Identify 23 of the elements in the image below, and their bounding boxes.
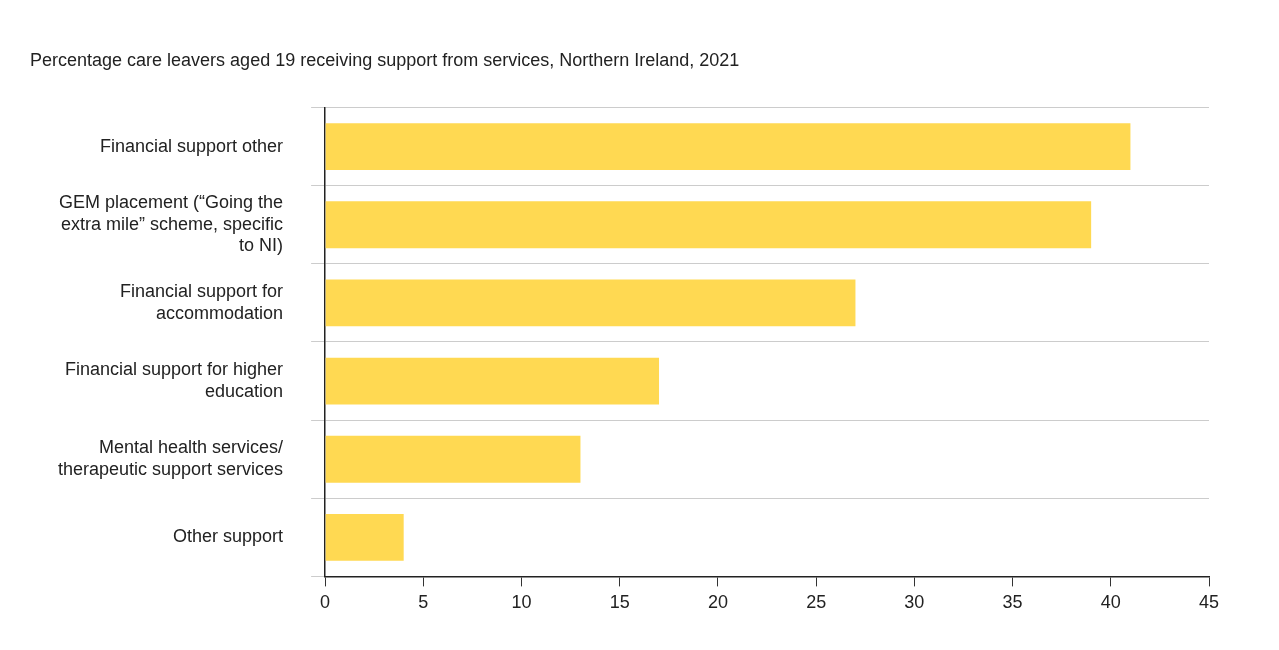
bar	[325, 357, 660, 405]
chart-title: Percentage care leavers aged 19 receiving support from services, Northern Ireland, 2021	[30, 49, 740, 70]
bar	[325, 513, 404, 561]
x-tick-label: 0	[320, 592, 331, 613]
x-tick-label: 5	[418, 592, 429, 613]
x-tick-label: 25	[806, 592, 827, 613]
x-tick-label: 30	[904, 592, 925, 613]
y-tick-label: Mental health services/ therapeutic support services	[57, 437, 284, 479]
y-tick-label: Financial support for accommodation	[120, 281, 284, 323]
y-tick-label: Financial support for higher education	[64, 359, 284, 401]
bar	[325, 435, 581, 483]
x-tick-label: 40	[1100, 592, 1121, 613]
x-tick-label: 35	[1002, 592, 1023, 613]
bar	[325, 201, 1092, 249]
y-tick-label: Financial support other	[100, 135, 284, 156]
bar	[325, 123, 1131, 171]
x-tick-label: 10	[511, 592, 532, 613]
bar	[325, 279, 856, 327]
x-tick-label: 45	[1198, 592, 1220, 613]
y-tick-label: GEM placement (“Going the extra mile” scheme, specific to NI)	[59, 192, 284, 256]
y-tick-label: Other support	[173, 526, 284, 547]
x-tick-label: 20	[707, 592, 728, 613]
x-tick-label: 15	[609, 592, 630, 613]
